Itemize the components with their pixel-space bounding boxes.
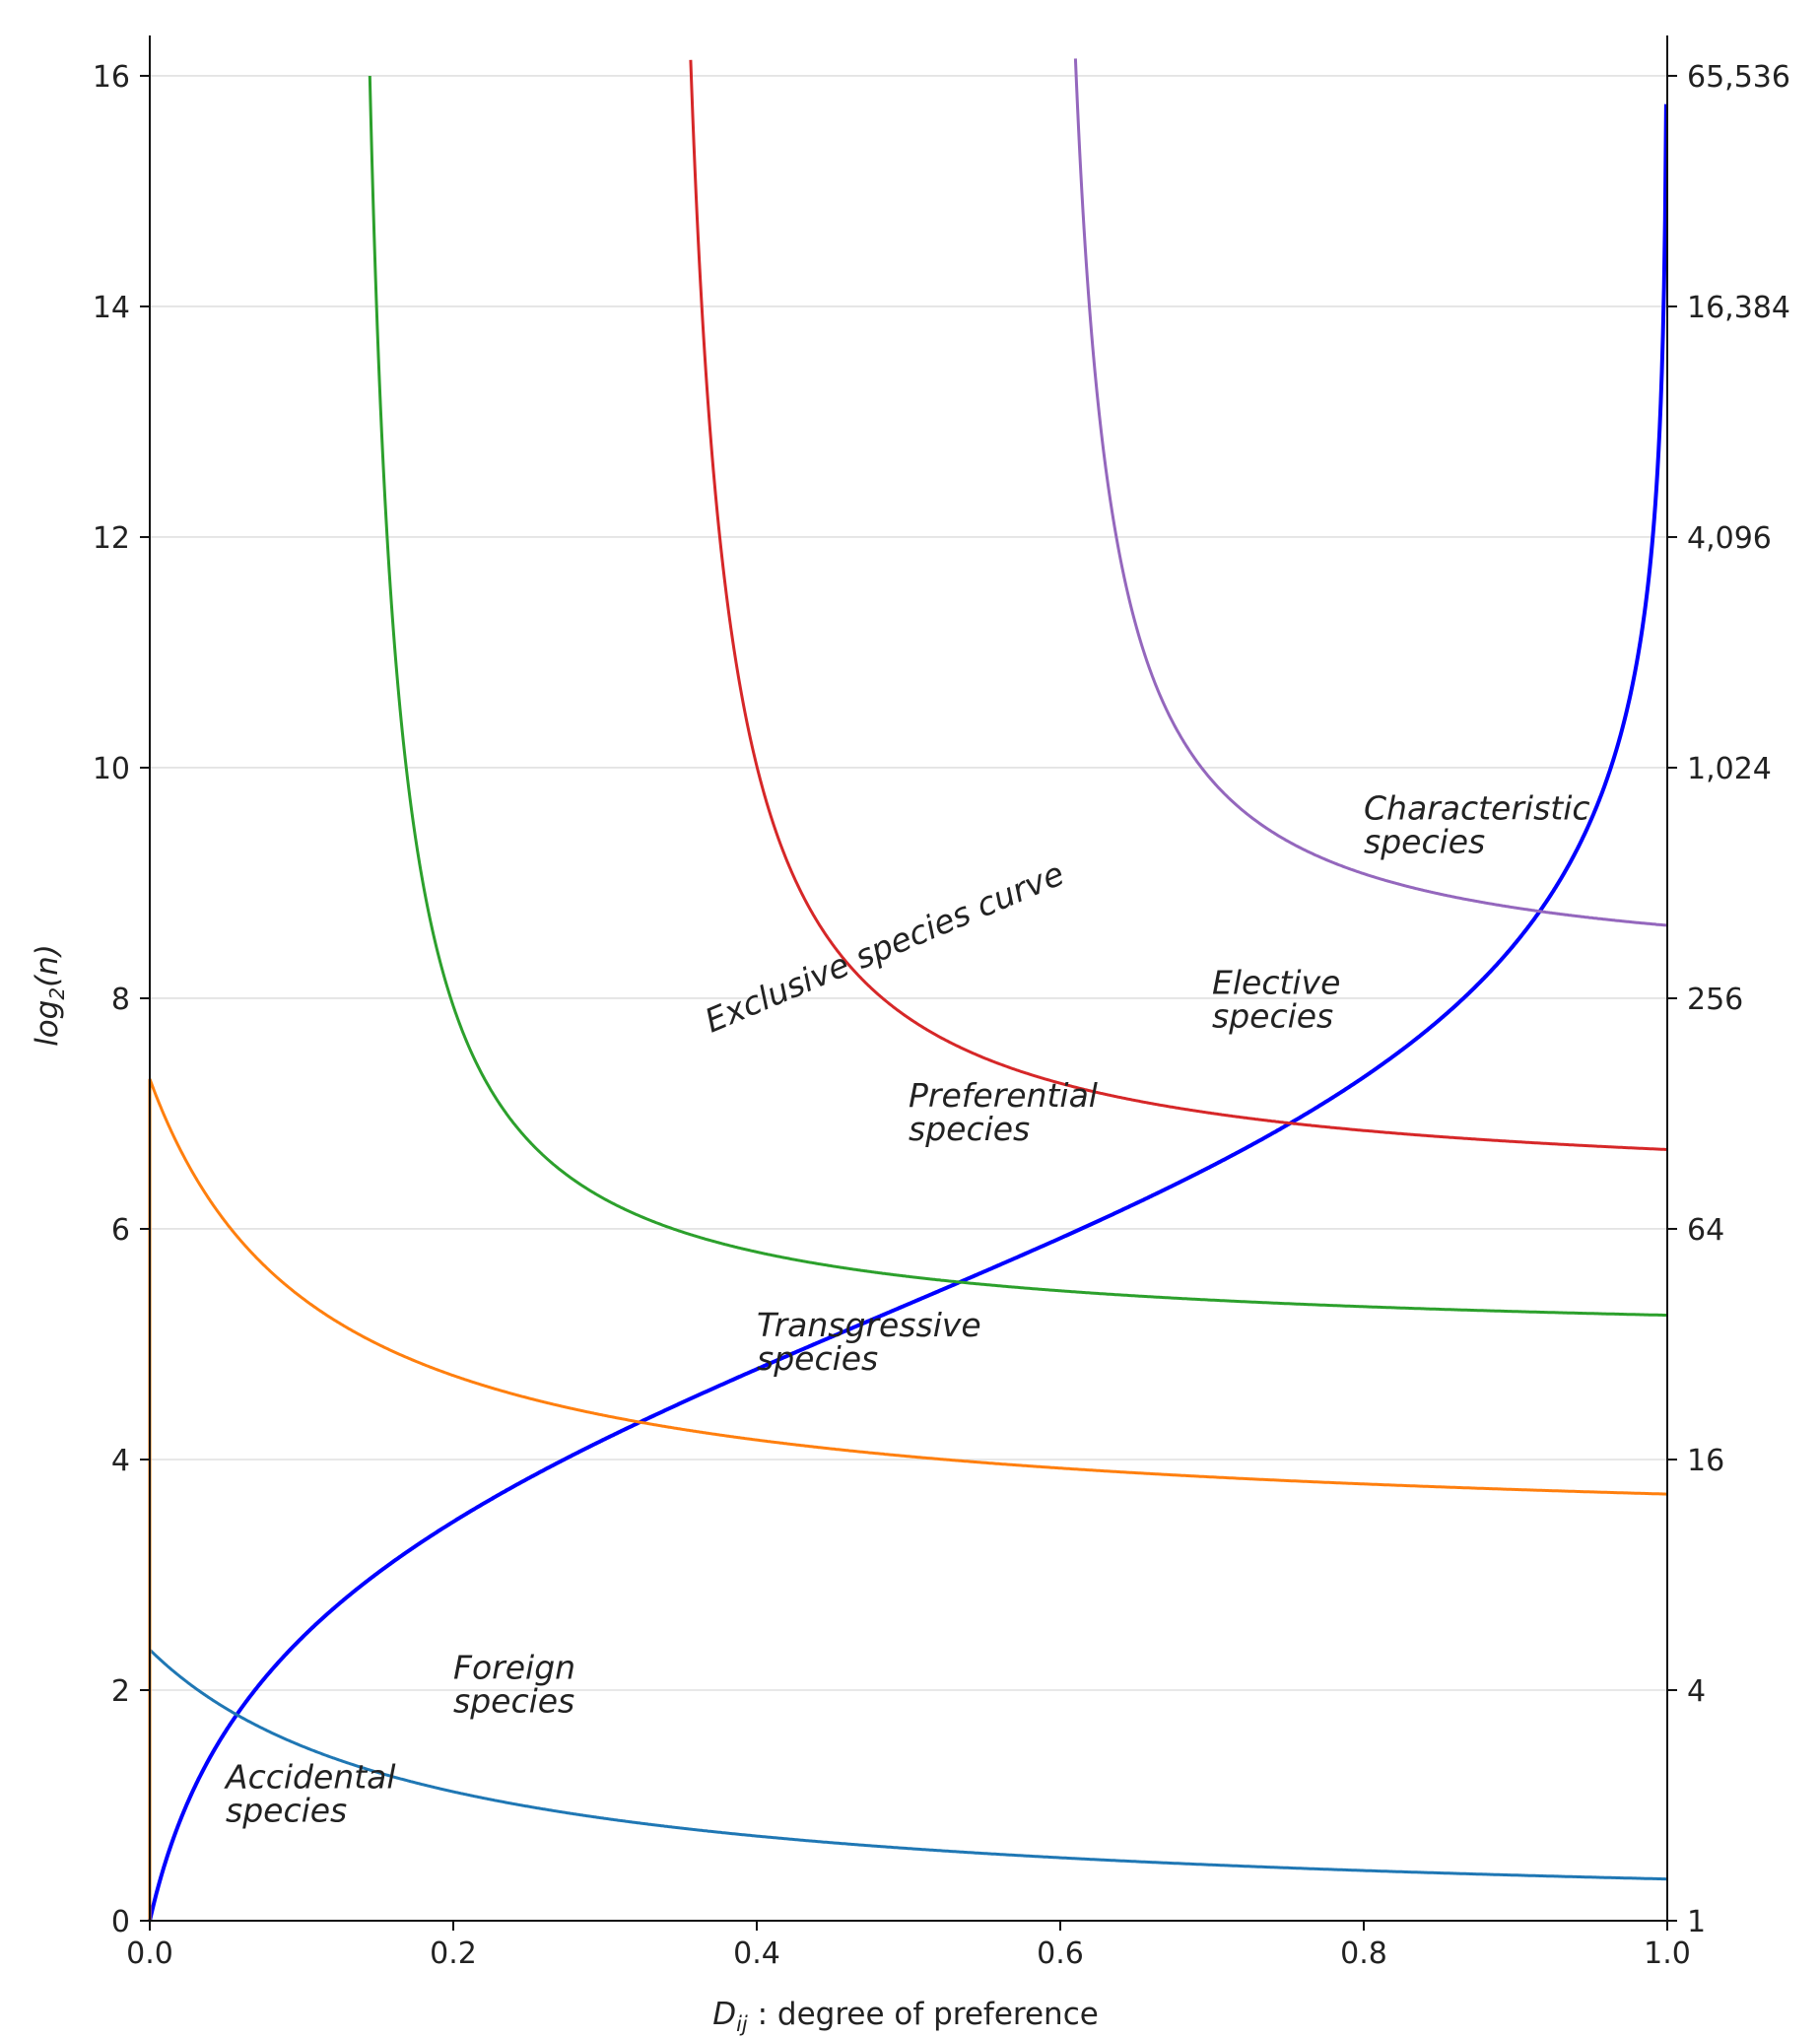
x-tick-label: 0.2: [430, 1936, 477, 1971]
annotation-line: Exclusive species curve: [700, 854, 1070, 1041]
annotation-accidental: Accidental species: [224, 1757, 396, 1829]
y-tick-label: 12: [93, 521, 130, 556]
y-tick-label: 4: [111, 1444, 130, 1478]
series-line: [148, 103, 1668, 1922]
y-tick-label: 14: [93, 291, 130, 325]
y-tick-label: 6: [111, 1213, 130, 1248]
y-tick-label: 0: [111, 1905, 130, 1939]
series-line: [148, 1078, 1667, 1921]
series-lines: [148, 58, 1668, 1922]
annotation-line: species: [909, 1110, 1030, 1148]
axes: [149, 35, 1668, 1922]
x-tick-label: 0.4: [733, 1936, 780, 1971]
y-tick-label: 10: [93, 752, 130, 786]
annotation-characteristic: Characteristic species: [1364, 789, 1590, 861]
annotation-elective: Elective species: [1212, 963, 1340, 1035]
y-axis-suffix: (n): [30, 944, 65, 987]
y2-tick-label: 4,096: [1687, 521, 1772, 556]
y-axis-prefix: log: [30, 1000, 65, 1047]
series-line: [1073, 58, 1668, 927]
y-tick-label: 16: [93, 60, 130, 95]
y-tick-label: 2: [111, 1674, 130, 1709]
y-axis-subscript: 2: [45, 987, 69, 1000]
y2-tick-label: 4: [1687, 1674, 1706, 1709]
y2-tick-label: 16,384: [1687, 291, 1790, 325]
y-axis-title: log2(n): [30, 944, 69, 1047]
annotation-line: species: [1212, 996, 1333, 1035]
y2-tick-label: 1: [1687, 1905, 1706, 1939]
x-axis-subscript: ij: [736, 2012, 748, 2036]
annotation-line: species: [453, 1681, 574, 1720]
y2-tick-label: 256: [1687, 983, 1743, 1017]
series-line: [148, 1648, 1667, 1881]
x-tick-label: 0.0: [126, 1936, 173, 1971]
annotation-line: Accidental: [224, 1757, 396, 1796]
ticks: 0.0 0.2 0.4 0.6 0.8 1.00246810121416141664256…: [93, 60, 1790, 1971]
annotation-line: Foreign: [453, 1648, 575, 1686]
x-tick-label: 0.6: [1037, 1936, 1084, 1971]
annotation-foreign: Foreign species: [453, 1648, 575, 1720]
annotation-line: species: [757, 1339, 878, 1378]
annotation-line: species: [226, 1791, 347, 1829]
y2-tick-label: 65,536: [1687, 60, 1790, 95]
annotation-exclusive: Exclusive species curve: [700, 854, 1070, 1041]
y-tick-label: 8: [111, 983, 130, 1017]
y2-tick-label: 64: [1687, 1213, 1724, 1248]
annotation-line: Preferential: [909, 1076, 1098, 1115]
y2-tick-label: 16: [1687, 1444, 1724, 1478]
annotation-preferential: Preferential species: [909, 1076, 1098, 1148]
series-line: [689, 59, 1668, 1151]
x-tick-label: 1.0: [1644, 1936, 1691, 1971]
y2-tick-label: 1,024: [1687, 752, 1772, 786]
gridlines: [150, 75, 1667, 1922]
series-line: [368, 75, 1668, 1318]
x-axis-title: Dij : degree of preference: [712, 1997, 1099, 2036]
annotation-line: species: [1364, 823, 1485, 861]
annotation-line: Characteristic: [1364, 789, 1590, 828]
x-tick-label: 0.8: [1340, 1936, 1387, 1971]
annotation-line: Transgressive: [757, 1306, 981, 1344]
annotation-transgressive: Transgressive species: [757, 1306, 981, 1378]
x-axis-text: : degree of preference: [748, 1997, 1099, 2032]
annotation-line: Elective: [1212, 963, 1340, 1001]
x-axis-symbol: D: [712, 1997, 736, 2032]
